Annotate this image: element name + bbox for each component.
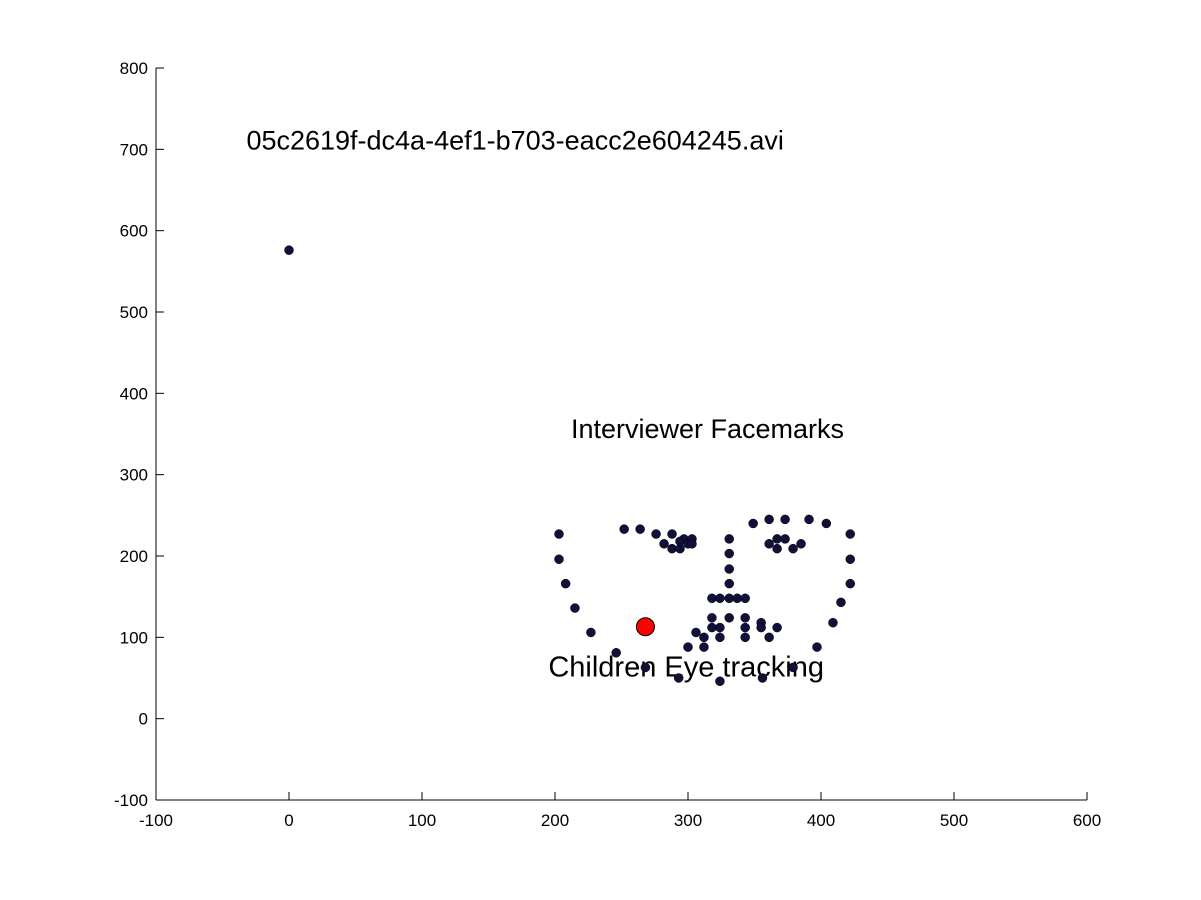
y-tick-label: 300 <box>120 466 148 485</box>
x-tick-label: 600 <box>1073 811 1101 830</box>
facemark-point <box>748 518 758 529</box>
x-tick-label: -100 <box>139 811 173 830</box>
facemark-point <box>724 548 734 559</box>
facemark-point <box>845 554 856 565</box>
facemark-point <box>812 642 822 652</box>
facemark-point <box>699 632 709 643</box>
facemark-point <box>667 543 677 554</box>
facemark-point <box>740 622 750 633</box>
facemark-point <box>715 622 725 633</box>
y-tick-label: 500 <box>120 303 148 322</box>
video-filename-label: 05c2619f-dc4a-4ef1-b703-eacc2e604245.avi <box>246 125 783 155</box>
facemark-point <box>651 529 661 539</box>
x-tick-label: 300 <box>674 811 702 830</box>
y-tick-label: 600 <box>120 222 148 241</box>
facemark-point <box>683 642 693 652</box>
facemark-point <box>772 622 782 633</box>
y-tick-label: 700 <box>120 140 148 159</box>
facemark-point <box>845 529 856 539</box>
facemark-point <box>724 534 734 544</box>
facemark-point <box>740 632 750 643</box>
y-tick-label: 400 <box>120 384 148 403</box>
facemark-point <box>673 673 684 683</box>
y-tick-label: 0 <box>139 710 148 729</box>
facemark-point <box>772 534 782 544</box>
y-tick-label: 200 <box>120 547 148 566</box>
y-tick-label: -100 <box>114 791 148 810</box>
facemark-point <box>611 648 621 658</box>
facemark-point <box>707 593 717 604</box>
facemark-point <box>715 632 725 643</box>
facemark-point <box>724 564 734 574</box>
facemark-point <box>675 536 685 547</box>
facemark-point <box>724 613 734 623</box>
facemark-point <box>554 554 564 565</box>
facemark-point <box>796 539 806 549</box>
children-eye-tracking-label: Children Eye tracking <box>548 651 824 683</box>
facemark-point <box>732 593 742 604</box>
facemark-point <box>586 627 596 638</box>
x-tick-label: 100 <box>408 811 436 830</box>
x-tick-label: 400 <box>807 811 835 830</box>
facemark-point <box>707 622 717 633</box>
facemark-point <box>757 673 768 683</box>
facemark-point <box>845 578 856 589</box>
facemark-point <box>560 578 571 589</box>
facemark-point <box>804 514 814 525</box>
facemark-point <box>772 543 782 554</box>
facemark-point <box>554 529 564 539</box>
x-tick-label: 0 <box>284 811 293 830</box>
facemark-point <box>635 524 645 534</box>
facemark-point <box>740 613 750 623</box>
facemark-point <box>780 514 790 525</box>
annotations: 05c2619f-dc4a-4ef1-b703-eacc2e604245.avi… <box>246 125 844 683</box>
facemark-point <box>640 662 651 673</box>
facemark-point <box>724 578 734 589</box>
facemark-point <box>764 632 774 643</box>
facemark-point <box>740 593 750 604</box>
facemark-point <box>699 642 709 652</box>
facemark-point <box>828 617 838 628</box>
facemark-point <box>570 603 580 613</box>
facemark-point <box>788 662 798 673</box>
y-tick-label: 800 <box>120 59 148 78</box>
facemark-point <box>764 514 774 525</box>
facemark-point <box>659 539 669 549</box>
facemark-point <box>788 543 798 554</box>
x-tick-label: 500 <box>940 811 968 830</box>
eye-tracking-point <box>635 617 655 637</box>
facemark-point <box>724 593 734 604</box>
facemark-point <box>691 627 701 638</box>
facemark-point <box>836 597 846 608</box>
facemark-point <box>756 622 766 633</box>
x-tick-label: 200 <box>541 811 569 830</box>
facemark-point <box>687 539 697 549</box>
facemark-point <box>667 529 677 539</box>
facemark-point <box>780 534 790 544</box>
facemark-point <box>715 593 725 604</box>
facemark-point <box>715 676 725 687</box>
facemark-point <box>707 613 717 623</box>
data-points <box>284 245 856 687</box>
y-tick-label: 100 <box>120 628 148 647</box>
facemark-point <box>284 245 294 255</box>
facemark-point <box>619 524 629 534</box>
facemark-point <box>764 539 774 549</box>
axes: -100 0 100 200 300 400 500 600 -100 0 100 200 300 400… <box>114 59 1101 830</box>
facemark-point <box>821 518 832 529</box>
interviewer-facemarks-label: Interviewer Facemarks <box>571 414 844 444</box>
